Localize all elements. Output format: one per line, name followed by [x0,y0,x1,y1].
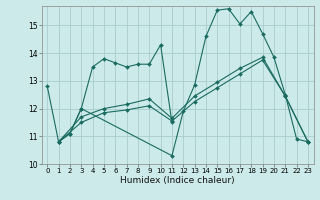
X-axis label: Humidex (Indice chaleur): Humidex (Indice chaleur) [120,176,235,185]
